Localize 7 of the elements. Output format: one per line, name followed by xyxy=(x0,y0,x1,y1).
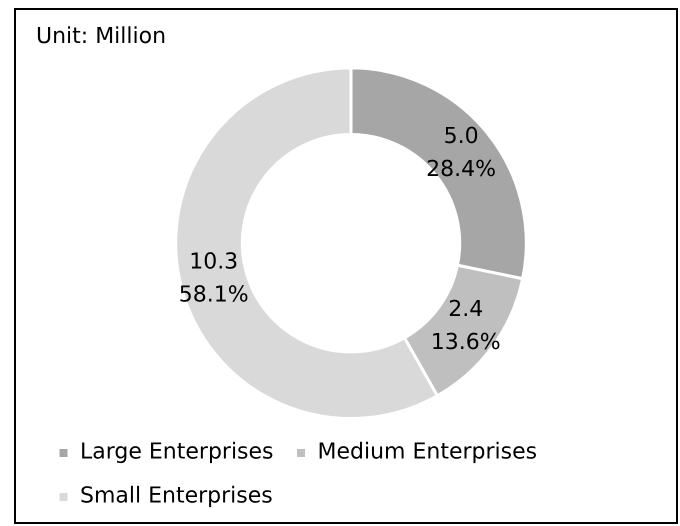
chart-title: Unit: Million xyxy=(36,24,166,49)
data-label: 5.0 28.4% xyxy=(426,124,496,182)
data-label: 10.3 58.1% xyxy=(178,250,249,308)
legend-label: Small Enterprises xyxy=(80,484,273,509)
data-label: 2.4 13.6% xyxy=(430,297,501,356)
legend-label: Large Enterprises xyxy=(80,440,274,465)
legend-label: Medium Enterprises xyxy=(318,440,538,465)
